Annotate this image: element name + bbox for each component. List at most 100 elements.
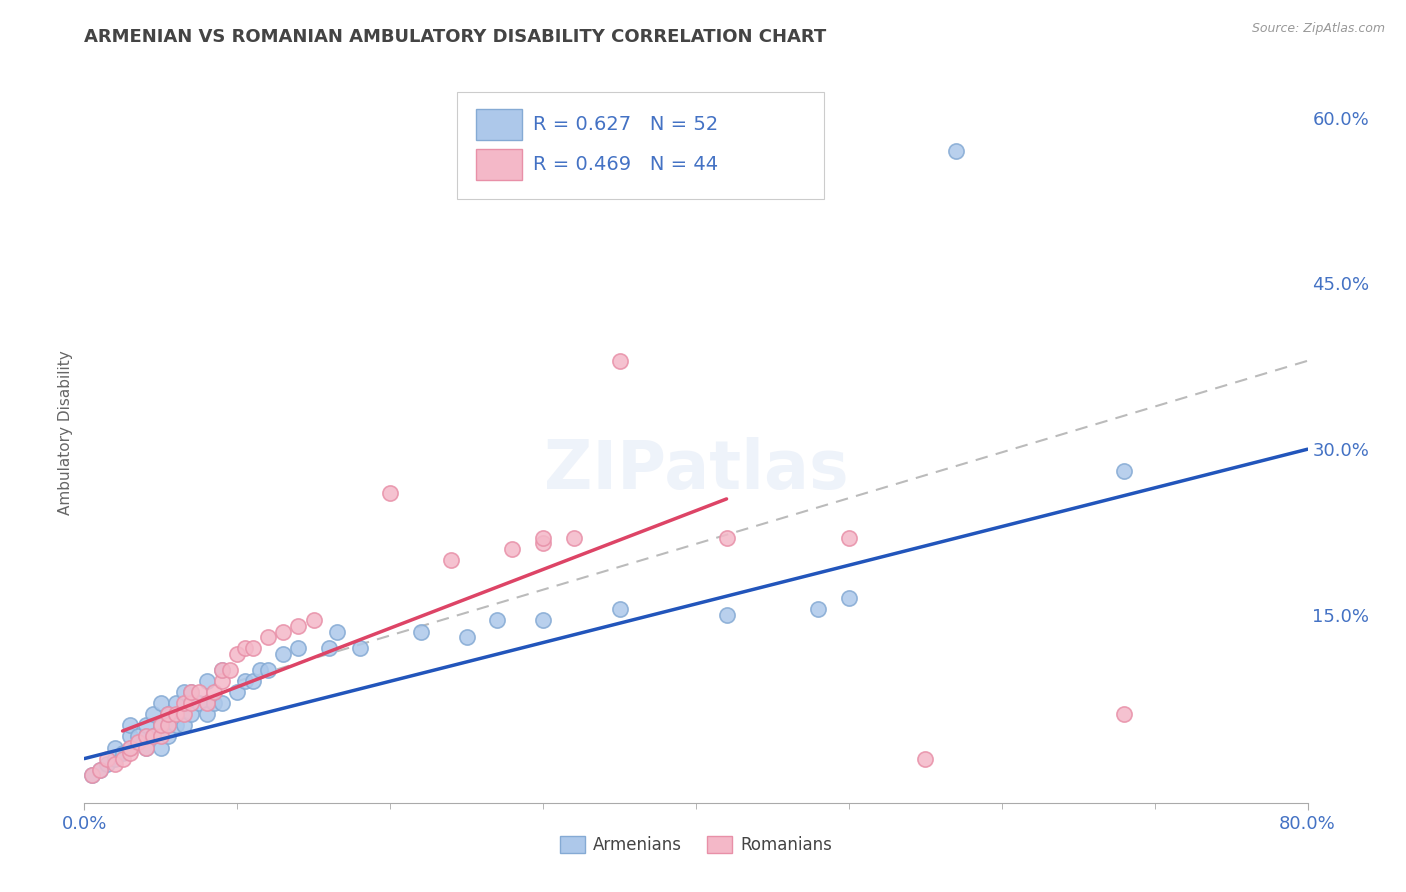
Point <box>120 746 142 760</box>
Point <box>173 697 195 711</box>
Point <box>807 602 830 616</box>
Point <box>149 730 172 744</box>
Point <box>120 740 142 755</box>
Point <box>716 531 738 545</box>
Point <box>173 707 195 722</box>
Point <box>211 663 233 677</box>
Point <box>96 757 118 772</box>
Point <box>211 674 233 689</box>
Point <box>120 740 142 755</box>
Point <box>104 751 127 765</box>
Point <box>135 718 157 732</box>
Point <box>80 768 103 782</box>
Point <box>157 707 180 722</box>
Point <box>80 768 103 782</box>
Text: R = 0.469   N = 44: R = 0.469 N = 44 <box>533 155 718 174</box>
Point <box>111 746 134 760</box>
FancyBboxPatch shape <box>475 109 522 140</box>
Point <box>531 531 554 545</box>
Text: ARMENIAN VS ROMANIAN AMBULATORY DISABILITY CORRELATION CHART: ARMENIAN VS ROMANIAN AMBULATORY DISABILI… <box>84 28 827 45</box>
Point <box>135 740 157 755</box>
Point <box>1114 707 1136 722</box>
Point <box>173 685 195 699</box>
Point <box>440 552 463 566</box>
Point <box>502 541 524 556</box>
Point <box>242 641 264 656</box>
Point <box>89 763 111 777</box>
Point <box>111 751 134 765</box>
Point <box>149 740 172 755</box>
Y-axis label: Ambulatory Disability: Ambulatory Disability <box>58 351 73 515</box>
Point <box>188 697 211 711</box>
Point <box>135 730 157 744</box>
Point <box>127 735 149 749</box>
Point <box>188 685 211 699</box>
Point <box>89 763 111 777</box>
Point <box>249 663 271 677</box>
Point <box>180 685 202 699</box>
Point <box>271 624 294 639</box>
Point <box>242 674 264 689</box>
Point <box>135 730 157 744</box>
Point <box>609 353 631 368</box>
Point <box>157 707 180 722</box>
Point <box>349 641 371 656</box>
Point <box>104 757 127 772</box>
Point <box>211 697 233 711</box>
FancyBboxPatch shape <box>475 149 522 180</box>
Point <box>120 730 142 744</box>
Point <box>838 531 860 545</box>
Point <box>409 624 432 639</box>
Point <box>531 614 554 628</box>
Point <box>302 614 325 628</box>
Point <box>456 630 478 644</box>
Point <box>218 663 240 677</box>
Point <box>233 641 256 656</box>
Legend: Armenians, Romanians: Armenians, Romanians <box>553 830 839 861</box>
Point <box>486 614 509 628</box>
Point <box>914 751 936 765</box>
Point <box>149 718 172 732</box>
Point <box>271 647 294 661</box>
Point <box>287 641 309 656</box>
Point <box>195 674 218 689</box>
Point <box>127 730 149 744</box>
Point <box>135 740 157 755</box>
Point <box>149 697 172 711</box>
Point <box>226 685 249 699</box>
Point <box>96 751 118 765</box>
Point <box>716 607 738 622</box>
Point <box>195 707 218 722</box>
Point <box>180 707 202 722</box>
Point <box>173 718 195 732</box>
Point <box>562 531 585 545</box>
Point <box>202 697 225 711</box>
Point <box>211 663 233 677</box>
Point <box>180 685 202 699</box>
Point <box>226 647 249 661</box>
Point <box>609 602 631 616</box>
Point <box>318 641 340 656</box>
Point <box>325 624 347 639</box>
Text: R = 0.627   N = 52: R = 0.627 N = 52 <box>533 115 718 134</box>
Point <box>195 697 218 711</box>
Point <box>233 674 256 689</box>
Point <box>142 730 165 744</box>
Point <box>257 630 280 644</box>
Point <box>380 486 402 500</box>
Point <box>202 685 225 699</box>
Point <box>287 619 309 633</box>
Point <box>142 707 165 722</box>
Point <box>120 718 142 732</box>
Point <box>180 697 202 711</box>
Point <box>165 718 187 732</box>
Point <box>531 536 554 550</box>
Point <box>945 144 967 158</box>
Point <box>838 591 860 606</box>
Point <box>104 740 127 755</box>
Point <box>149 718 172 732</box>
Point <box>257 663 280 677</box>
Point <box>1114 464 1136 478</box>
Point <box>157 730 180 744</box>
Text: Source: ZipAtlas.com: Source: ZipAtlas.com <box>1251 22 1385 36</box>
